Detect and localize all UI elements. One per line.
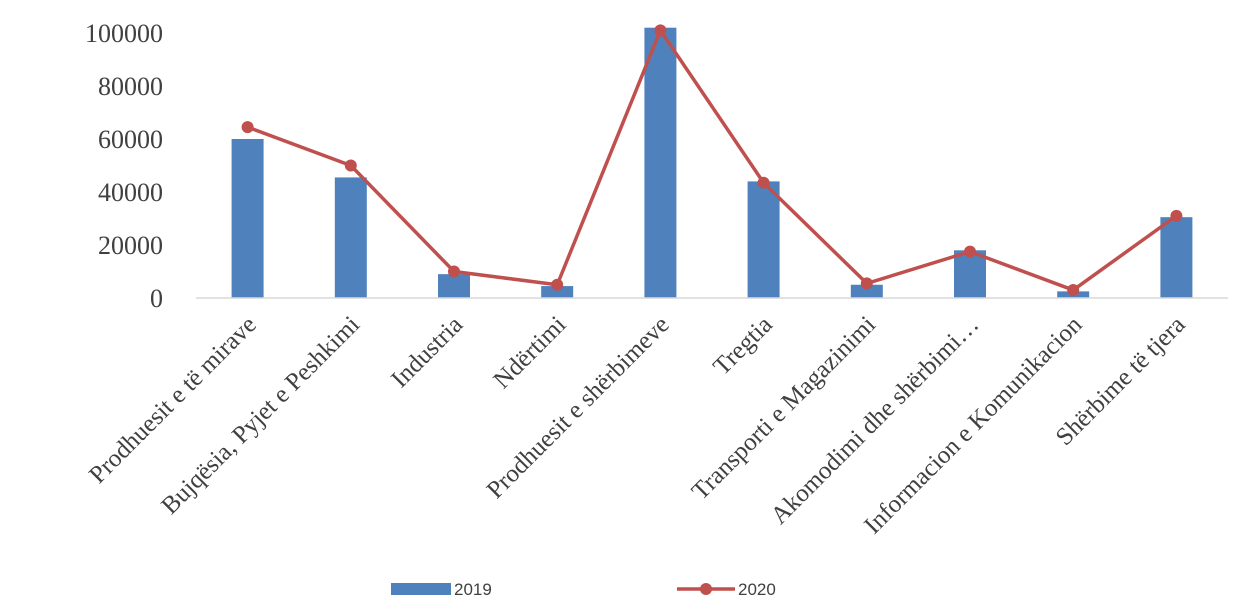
bar-series-2019 — [231, 27, 1193, 298]
point-2020 — [757, 176, 770, 189]
y-tick-label: 60000 — [98, 125, 163, 154]
y-tick-label: 0 — [150, 284, 163, 313]
x-category-label: Ndërtimi — [489, 311, 572, 394]
y-tick-label: 80000 — [98, 72, 163, 101]
y-tick-label: 40000 — [98, 178, 163, 207]
bar-2019 — [334, 177, 367, 298]
y-axis: 0 20000 40000 60000 80000 100000 — [85, 19, 163, 313]
x-category-label: Tregtia — [708, 311, 778, 381]
x-category-label: Prodhuesit e shërbimeve — [482, 311, 675, 504]
x-category-label: Industria — [386, 311, 468, 393]
x-category-label: Informacion e Komunikacion — [859, 311, 1088, 540]
y-tick-label: 100000 — [85, 19, 163, 48]
point-2020 — [241, 121, 254, 134]
x-category-label: Bujqësia, Pyjet e Peshkimi — [156, 311, 365, 520]
legend-marker-2020 — [700, 583, 712, 595]
bar-2019 — [541, 286, 574, 298]
line-series-2020 — [241, 24, 1183, 297]
point-2020 — [551, 278, 564, 291]
y-tick-label: 20000 — [98, 231, 163, 260]
x-category-label: Transporti e Magazinimi — [687, 311, 881, 505]
legend-label-2019: 2019 — [454, 580, 492, 599]
point-2020 — [654, 24, 667, 37]
point-2020 — [1067, 284, 1080, 297]
bar-2019 — [438, 274, 470, 298]
point-2020 — [344, 159, 357, 172]
point-2020 — [448, 265, 460, 278]
legend: 2019 2020 — [391, 580, 776, 599]
legend-label-2020: 2020 — [738, 580, 776, 599]
line-2020 — [246, 28, 1178, 292]
point-2020 — [1170, 209, 1183, 222]
x-category-label: Akomodimi dhe shërbimi… — [766, 311, 984, 529]
bar-2019 — [1160, 217, 1193, 298]
bar-2019 — [850, 284, 883, 298]
bar-2019 — [644, 27, 677, 298]
bar-2019 — [231, 139, 264, 298]
point-2020 — [860, 277, 873, 290]
bar-2019 — [954, 250, 986, 298]
point-2020 — [964, 245, 976, 258]
legend-swatch-2019 — [391, 583, 451, 595]
x-category-label: Prodhuesit e të mirave — [84, 311, 262, 489]
bar-2019 — [747, 181, 780, 298]
